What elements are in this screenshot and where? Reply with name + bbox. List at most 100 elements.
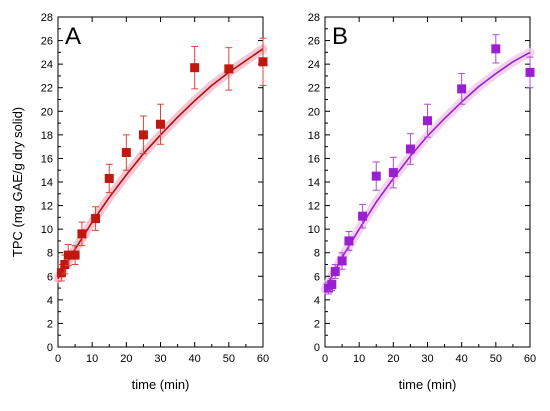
panel-a: 0 10 20 30 40 50 600246810121416182022242628ti… [41, 12, 269, 392]
y-tick-label: 18 [41, 130, 53, 142]
data-marker [138, 130, 148, 140]
x-tick-label: 30 [154, 353, 166, 365]
data-point [457, 73, 467, 105]
y-tick-label: 28 [308, 12, 320, 24]
data-marker [60, 260, 70, 269]
x-tick-label: 0 [322, 353, 328, 365]
data-point [388, 156, 398, 189]
panel-letter: B [332, 23, 348, 50]
y-tick-label: 6 [47, 271, 53, 283]
data-marker [405, 144, 415, 154]
data-marker [224, 64, 234, 74]
data-marker [525, 67, 535, 77]
y-tick-label: 8 [47, 248, 53, 260]
panel-b: 0 10 20 30 40 50 600246810121416182022242628ti… [308, 12, 536, 392]
x-tick-label: 20 [120, 353, 132, 365]
y-tick-label: 12 [308, 201, 320, 213]
data-point [104, 163, 114, 194]
data-marker [258, 57, 268, 67]
y-tick-label: 16 [41, 153, 53, 165]
x-axis-title: time (min) [399, 377, 457, 392]
y-tick-label: 16 [308, 153, 320, 165]
data-point [77, 221, 87, 247]
data-marker [56, 268, 66, 278]
y-tick-label: 22 [308, 83, 320, 95]
y-tick-label: 26 [308, 36, 320, 48]
data-marker [156, 119, 165, 129]
data-point [491, 34, 501, 64]
y-tick-label: 18 [308, 130, 320, 142]
data-point [138, 115, 148, 155]
y-tick-label: 24 [41, 59, 53, 71]
data-point [63, 243, 73, 267]
data-point [70, 245, 80, 265]
data-point [344, 231, 354, 251]
x-tick-label: 40 [456, 353, 468, 365]
data-point [423, 103, 432, 138]
x-axis-title: time (min) [132, 377, 190, 392]
data-marker [190, 63, 200, 73]
y-tick-label: 0 [47, 342, 53, 354]
x-tick-label: 20 [387, 353, 399, 365]
x-tick-label: 10 [86, 353, 98, 365]
data-point [91, 206, 101, 231]
y-tick-label: 8 [314, 248, 320, 260]
data-marker [104, 173, 114, 183]
x-tick-label: 50 [490, 353, 502, 365]
y-tick-label: 2 [47, 318, 53, 330]
panel-letter: A [65, 23, 81, 50]
data-point [405, 133, 415, 165]
data-point [327, 278, 337, 291]
x-tick-label: 10 [353, 353, 365, 365]
fit-confidence-band [53, 44, 268, 284]
y-tick-label: 14 [308, 177, 320, 189]
x-tick-label: 60 [257, 353, 269, 365]
y-tick-label: 10 [308, 224, 320, 236]
y-tick-label: 4 [314, 295, 320, 307]
x-tick-label: 40 [189, 353, 201, 365]
data-marker [358, 211, 368, 221]
data-marker [371, 171, 381, 181]
data-marker [63, 250, 73, 260]
data-marker [121, 148, 131, 158]
y-axis-title: TPC (mg GAE/g dry solid) [10, 107, 25, 257]
data-marker [330, 267, 340, 277]
y-tick-label: 28 [41, 12, 53, 24]
data-point [224, 47, 234, 91]
data-marker [344, 236, 354, 246]
x-tick-label: 60 [524, 353, 536, 365]
data-point [121, 134, 131, 171]
fit-curve [57, 48, 264, 280]
y-tick-label: 6 [314, 271, 320, 283]
y-tick-label: 4 [47, 295, 53, 307]
data-point [337, 252, 347, 270]
y-tick-label: 2 [314, 318, 320, 330]
y-tick-label: 24 [308, 59, 320, 71]
data-point [190, 45, 200, 90]
data-point [156, 103, 165, 145]
data-point [330, 264, 340, 280]
x-tick-label: 30 [421, 353, 433, 365]
data-marker [388, 168, 398, 178]
y-tick-label: 0 [314, 342, 320, 354]
data-point [358, 203, 368, 229]
y-tick-label: 20 [41, 106, 53, 118]
data-marker [423, 116, 432, 126]
y-tick-label: 22 [41, 83, 53, 95]
y-tick-label: 10 [41, 224, 53, 236]
data-marker [457, 84, 467, 94]
x-tick-label: 50 [223, 353, 235, 365]
y-tick-label: 12 [41, 201, 53, 213]
data-point [258, 37, 268, 86]
fit-confidence-band [320, 47, 535, 294]
y-tick-label: 20 [308, 106, 320, 118]
data-marker [327, 280, 337, 290]
data-marker [337, 256, 347, 266]
y-tick-label: 14 [41, 177, 53, 189]
data-point [371, 161, 381, 191]
data-marker [70, 250, 80, 260]
data-point [525, 56, 535, 89]
x-tick-label: 0 [55, 353, 61, 365]
data-marker [91, 214, 101, 224]
